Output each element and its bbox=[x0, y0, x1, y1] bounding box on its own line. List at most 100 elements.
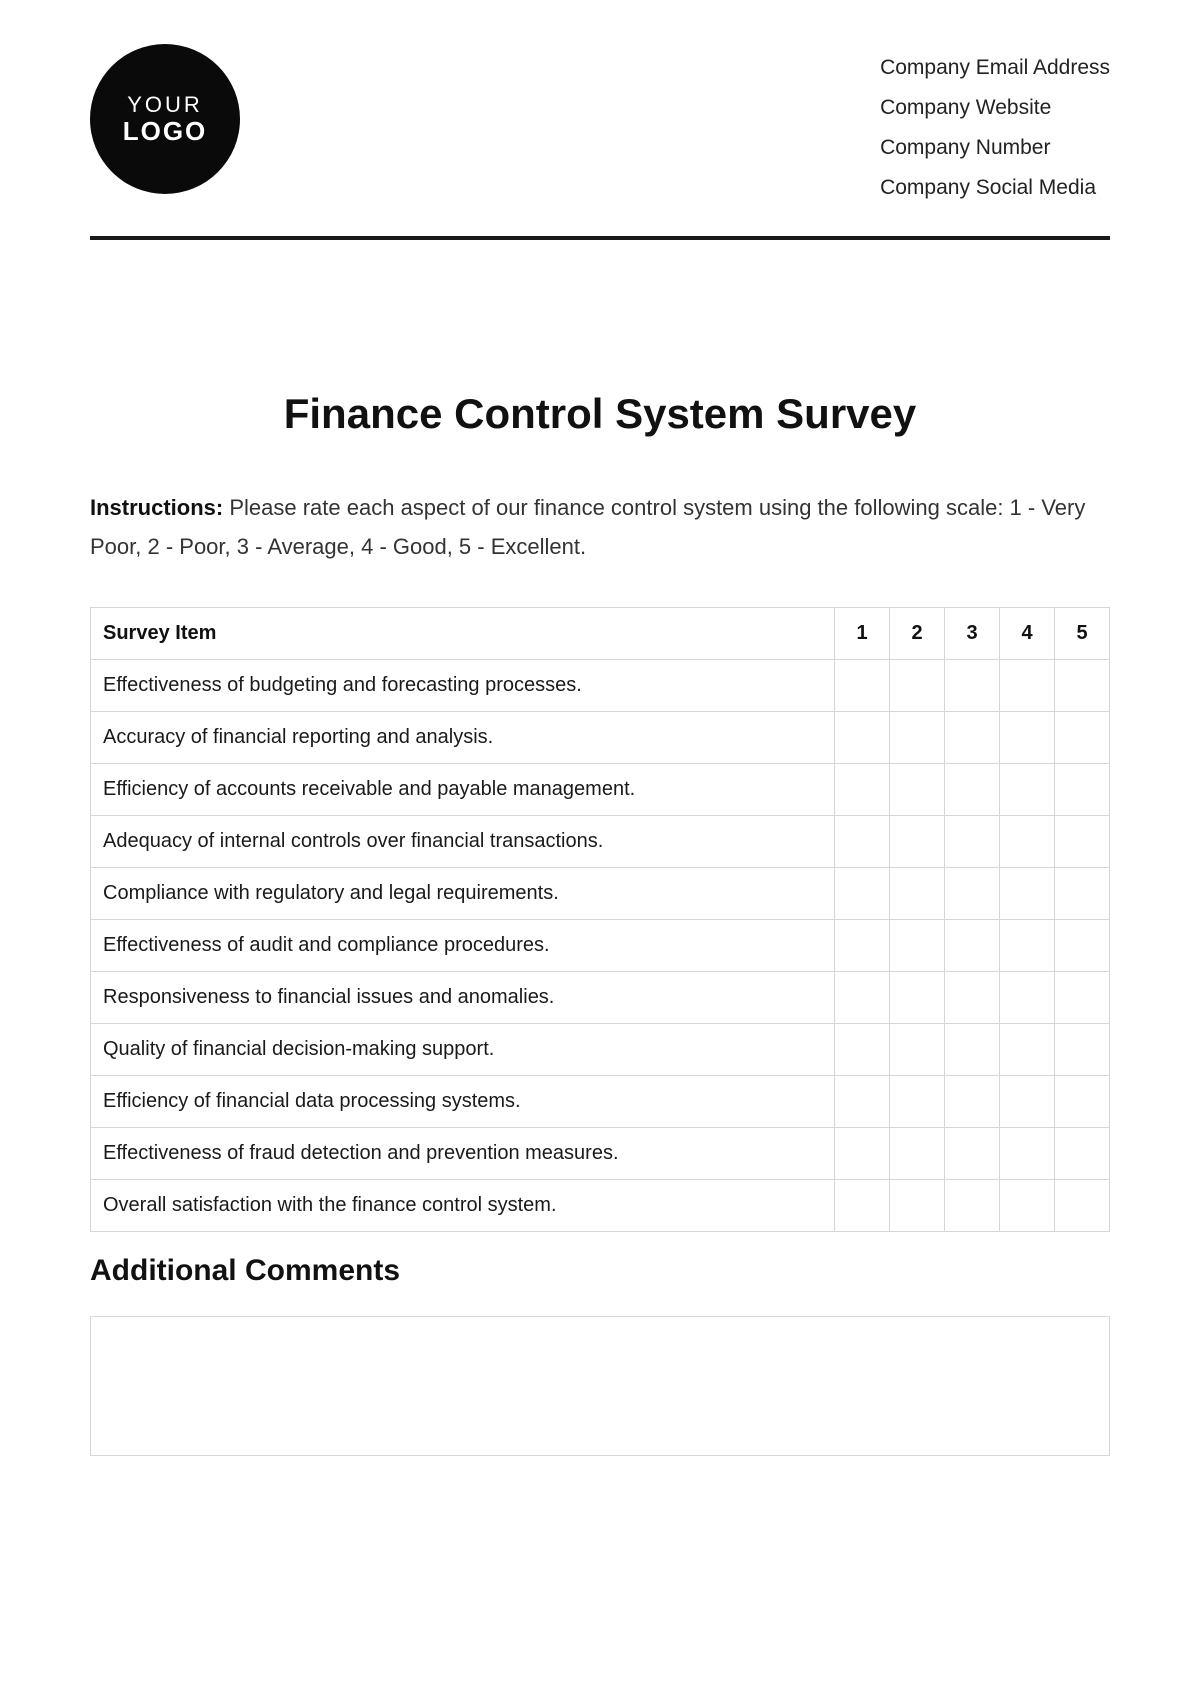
rating-cell-5[interactable] bbox=[1055, 1023, 1110, 1075]
company-info: Company Email Address Company Website Co… bbox=[880, 44, 1110, 208]
rating-cell-1[interactable] bbox=[835, 919, 890, 971]
rating-cell-1[interactable] bbox=[835, 1075, 890, 1127]
survey-item-text: Efficiency of accounts receivable and pa… bbox=[91, 763, 835, 815]
survey-item-text: Quality of financial decision-making sup… bbox=[91, 1023, 835, 1075]
survey-item-text: Responsiveness to financial issues and a… bbox=[91, 971, 835, 1023]
col-survey-item: Survey Item bbox=[91, 607, 835, 659]
table-row: Overall satisfaction with the finance co… bbox=[91, 1179, 1110, 1231]
table-row: Adequacy of internal controls over finan… bbox=[91, 815, 1110, 867]
rating-cell-1[interactable] bbox=[835, 815, 890, 867]
company-email: Company Email Address bbox=[880, 48, 1110, 88]
rating-cell-3[interactable] bbox=[945, 1127, 1000, 1179]
instructions-text: Please rate each aspect of our finance c… bbox=[90, 495, 1085, 560]
rating-cell-5[interactable] bbox=[1055, 1075, 1110, 1127]
table-row: Effectiveness of fraud detection and pre… bbox=[91, 1127, 1110, 1179]
rating-cell-3[interactable] bbox=[945, 1179, 1000, 1231]
rating-cell-1[interactable] bbox=[835, 1127, 890, 1179]
rating-cell-1[interactable] bbox=[835, 711, 890, 763]
rating-cell-4[interactable] bbox=[1000, 815, 1055, 867]
rating-cell-3[interactable] bbox=[945, 971, 1000, 1023]
survey-item-text: Effectiveness of audit and compliance pr… bbox=[91, 919, 835, 971]
table-row: Effectiveness of audit and compliance pr… bbox=[91, 919, 1110, 971]
table-row: Efficiency of financial data processing … bbox=[91, 1075, 1110, 1127]
rating-cell-5[interactable] bbox=[1055, 711, 1110, 763]
rating-cell-2[interactable] bbox=[890, 1127, 945, 1179]
table-row: Responsiveness to financial issues and a… bbox=[91, 971, 1110, 1023]
company-social: Company Social Media bbox=[880, 168, 1110, 208]
col-rating-5: 5 bbox=[1055, 607, 1110, 659]
table-row: Efficiency of accounts receivable and pa… bbox=[91, 763, 1110, 815]
rating-cell-5[interactable] bbox=[1055, 659, 1110, 711]
rating-cell-5[interactable] bbox=[1055, 1127, 1110, 1179]
rating-cell-2[interactable] bbox=[890, 659, 945, 711]
rating-cell-1[interactable] bbox=[835, 1179, 890, 1231]
rating-cell-4[interactable] bbox=[1000, 659, 1055, 711]
rating-cell-3[interactable] bbox=[945, 659, 1000, 711]
rating-cell-2[interactable] bbox=[890, 815, 945, 867]
rating-cell-2[interactable] bbox=[890, 919, 945, 971]
survey-item-text: Effectiveness of fraud detection and pre… bbox=[91, 1127, 835, 1179]
survey-item-text: Efficiency of financial data processing … bbox=[91, 1075, 835, 1127]
rating-cell-5[interactable] bbox=[1055, 919, 1110, 971]
survey-item-text: Accuracy of financial reporting and anal… bbox=[91, 711, 835, 763]
company-number: Company Number bbox=[880, 128, 1110, 168]
rating-cell-1[interactable] bbox=[835, 867, 890, 919]
rating-cell-4[interactable] bbox=[1000, 1023, 1055, 1075]
rating-cell-2[interactable] bbox=[890, 711, 945, 763]
rating-cell-5[interactable] bbox=[1055, 763, 1110, 815]
rating-cell-3[interactable] bbox=[945, 867, 1000, 919]
table-row: Effectiveness of budgeting and forecasti… bbox=[91, 659, 1110, 711]
col-rating-2: 2 bbox=[890, 607, 945, 659]
rating-cell-2[interactable] bbox=[890, 1179, 945, 1231]
table-row: Compliance with regulatory and legal req… bbox=[91, 867, 1110, 919]
instructions-label: Instructions: bbox=[90, 495, 223, 520]
table-row: Quality of financial decision-making sup… bbox=[91, 1023, 1110, 1075]
rating-cell-1[interactable] bbox=[835, 763, 890, 815]
col-rating-1: 1 bbox=[835, 607, 890, 659]
rating-cell-2[interactable] bbox=[890, 1023, 945, 1075]
logo-line1: YOUR bbox=[127, 93, 203, 117]
table-header-row: Survey Item 1 2 3 4 5 bbox=[91, 607, 1110, 659]
additional-comments-heading: Additional Comments bbox=[90, 1254, 1110, 1288]
survey-item-text: Adequacy of internal controls over finan… bbox=[91, 815, 835, 867]
rating-cell-5[interactable] bbox=[1055, 815, 1110, 867]
table-row: Accuracy of financial reporting and anal… bbox=[91, 711, 1110, 763]
rating-cell-4[interactable] bbox=[1000, 1075, 1055, 1127]
rating-cell-4[interactable] bbox=[1000, 971, 1055, 1023]
rating-cell-1[interactable] bbox=[835, 659, 890, 711]
instructions: Instructions: Please rate each aspect of… bbox=[90, 488, 1110, 567]
company-website: Company Website bbox=[880, 88, 1110, 128]
rating-cell-5[interactable] bbox=[1055, 1179, 1110, 1231]
logo-placeholder: YOUR LOGO bbox=[90, 44, 240, 194]
rating-cell-3[interactable] bbox=[945, 1075, 1000, 1127]
survey-item-text: Overall satisfaction with the finance co… bbox=[91, 1179, 835, 1231]
rating-cell-3[interactable] bbox=[945, 919, 1000, 971]
col-rating-3: 3 bbox=[945, 607, 1000, 659]
rating-cell-3[interactable] bbox=[945, 1023, 1000, 1075]
survey-item-text: Compliance with regulatory and legal req… bbox=[91, 867, 835, 919]
rating-cell-2[interactable] bbox=[890, 867, 945, 919]
rating-cell-3[interactable] bbox=[945, 711, 1000, 763]
rating-cell-3[interactable] bbox=[945, 815, 1000, 867]
rating-cell-2[interactable] bbox=[890, 971, 945, 1023]
rating-cell-2[interactable] bbox=[890, 763, 945, 815]
rating-cell-4[interactable] bbox=[1000, 763, 1055, 815]
survey-table: Survey Item 1 2 3 4 5 Effectiveness of b… bbox=[90, 607, 1110, 1232]
additional-comments-input[interactable] bbox=[90, 1316, 1110, 1456]
rating-cell-3[interactable] bbox=[945, 763, 1000, 815]
rating-cell-1[interactable] bbox=[835, 1023, 890, 1075]
rating-cell-5[interactable] bbox=[1055, 867, 1110, 919]
rating-cell-4[interactable] bbox=[1000, 1179, 1055, 1231]
rating-cell-4[interactable] bbox=[1000, 1127, 1055, 1179]
col-rating-4: 4 bbox=[1000, 607, 1055, 659]
header: YOUR LOGO Company Email Address Company … bbox=[90, 44, 1110, 240]
rating-cell-2[interactable] bbox=[890, 1075, 945, 1127]
page-title: Finance Control System Survey bbox=[90, 390, 1110, 438]
logo-line2: LOGO bbox=[123, 117, 208, 146]
rating-cell-4[interactable] bbox=[1000, 919, 1055, 971]
rating-cell-4[interactable] bbox=[1000, 711, 1055, 763]
survey-item-text: Effectiveness of budgeting and forecasti… bbox=[91, 659, 835, 711]
rating-cell-1[interactable] bbox=[835, 971, 890, 1023]
rating-cell-4[interactable] bbox=[1000, 867, 1055, 919]
rating-cell-5[interactable] bbox=[1055, 971, 1110, 1023]
